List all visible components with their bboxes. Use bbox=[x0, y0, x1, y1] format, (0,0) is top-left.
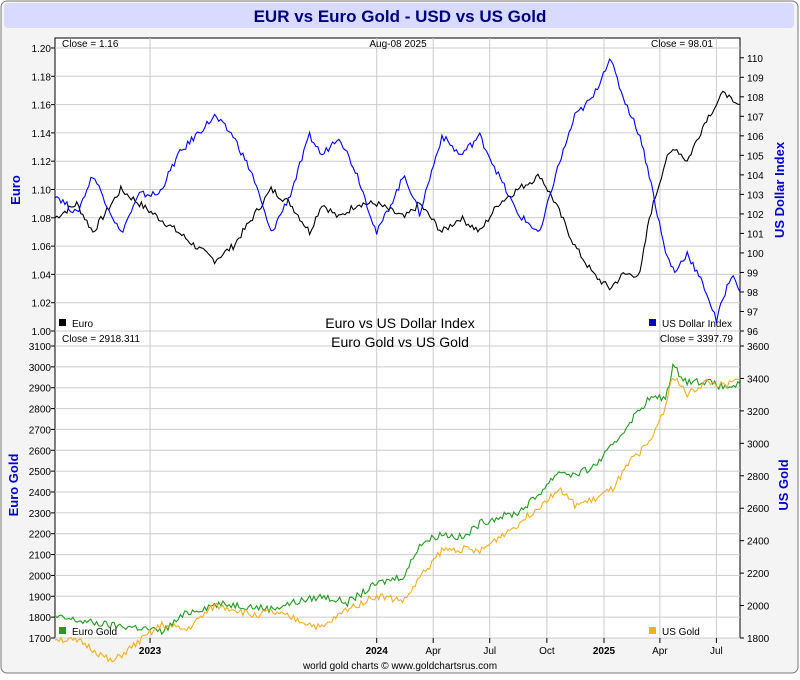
top-panel-title: Euro vs US Dollar Index bbox=[325, 315, 474, 331]
y-tick-label-right: 2600 bbox=[747, 504, 770, 515]
series-line-us-gold bbox=[54, 377, 741, 663]
legend-euro-gold-swatch bbox=[59, 627, 66, 634]
y-tick-label-left: 1800 bbox=[29, 613, 52, 624]
y-tick-label-left: 1.20 bbox=[32, 44, 52, 55]
y-tick-label-right: 109 bbox=[747, 73, 764, 84]
y-tick-label-left: 1.18 bbox=[32, 72, 52, 83]
y-tick-label-left: 1.06 bbox=[32, 242, 52, 253]
y-tick-label-right: 110 bbox=[747, 54, 763, 65]
left-axis-title-top: Euro bbox=[8, 175, 23, 205]
y-tick-label-right: 99 bbox=[747, 268, 759, 279]
x-tick-label: 2024 bbox=[366, 646, 389, 657]
y-tick-label-left: 2100 bbox=[29, 551, 52, 562]
chart-title: EUR vs Euro Gold - USD vs US Gold bbox=[254, 7, 547, 26]
x-tick-label: 2023 bbox=[139, 646, 162, 657]
y-tick-label-right: 103 bbox=[747, 190, 764, 201]
us-gold-close-label: Close = 3397.79 bbox=[660, 334, 734, 345]
y-tick-label-left: 2300 bbox=[29, 509, 52, 520]
title-bar bbox=[4, 3, 794, 28]
y-tick-label-left: 2500 bbox=[29, 467, 52, 478]
y-tick-label-right: 108 bbox=[747, 93, 764, 104]
x-tick-label: Apr bbox=[652, 646, 668, 657]
y-tick-label-right: 104 bbox=[747, 171, 764, 182]
legend-us-gold-label: US Gold bbox=[662, 627, 700, 638]
y-tick-label-right: 2000 bbox=[747, 602, 770, 613]
y-tick-label-right: 107 bbox=[747, 112, 764, 123]
euro-gold-close-label: Close = 2918.311 bbox=[62, 334, 140, 345]
y-tick-label-left: 3100 bbox=[29, 342, 52, 353]
x-tick-label: Oct bbox=[539, 646, 555, 657]
y-tick-label-right: 2400 bbox=[747, 537, 770, 548]
y-tick-label-left: 2000 bbox=[29, 571, 52, 582]
legend-euro-swatch bbox=[59, 319, 66, 326]
y-tick-label-right: 100 bbox=[747, 249, 764, 260]
y-tick-label-left: 1.16 bbox=[32, 101, 52, 112]
footer-credit: world gold charts © www.goldchartsrus.co… bbox=[302, 661, 497, 672]
euro-close-label: Close = 1.16 bbox=[62, 39, 119, 50]
legend-euro-label: Euro bbox=[72, 319, 94, 330]
y-tick-label-right: 96 bbox=[747, 327, 759, 338]
legend-usd-swatch bbox=[649, 319, 656, 326]
y-tick-label-left: 1.08 bbox=[32, 214, 52, 225]
usd-close-label: Close = 98.01 bbox=[651, 39, 713, 50]
x-tick-label: Jul bbox=[483, 646, 496, 657]
y-tick-label-left: 2900 bbox=[29, 384, 52, 395]
y-tick-label-right: 102 bbox=[747, 210, 764, 221]
y-tick-label-left: 1.14 bbox=[32, 129, 52, 140]
y-tick-label-left: 1.10 bbox=[32, 186, 52, 197]
y-tick-label-left: 2600 bbox=[29, 446, 52, 457]
y-tick-label-left: 1.02 bbox=[32, 299, 52, 310]
y-tick-label-right: 3200 bbox=[747, 407, 770, 418]
grid-lines bbox=[55, 38, 740, 639]
y-tick-label-right: 98 bbox=[747, 288, 759, 299]
right-axis-title-bottom: US Gold bbox=[776, 459, 791, 510]
series-line-us-dollar-index bbox=[54, 58, 741, 323]
axes: 2023 2024 Apr Jul Oct 2025 Apr Jul 1.00 1.02 1.04 1… bbox=[29, 44, 770, 657]
left-axis-title-bottom: Euro Gold bbox=[6, 454, 21, 517]
legend-usd-label: US Dollar Index bbox=[662, 319, 732, 330]
y-tick-label-left: 2400 bbox=[29, 488, 52, 499]
series-line-euro-gold bbox=[54, 362, 741, 636]
y-tick-label-left: 3000 bbox=[29, 363, 52, 374]
y-tick-label-left: 2800 bbox=[29, 405, 52, 416]
plot-area bbox=[54, 37, 741, 639]
date-label: Aug-08 2025 bbox=[369, 39, 427, 50]
y-tick-label-left: 2700 bbox=[29, 425, 52, 436]
y-tick-label-right: 3400 bbox=[747, 374, 770, 385]
y-tick-label-right: 101 bbox=[747, 229, 764, 240]
y-tick-label-right: 1800 bbox=[747, 634, 770, 645]
y-tick-label-left: 1.04 bbox=[32, 270, 52, 281]
y-tick-label-right: 3000 bbox=[747, 439, 770, 450]
y-tick-label-left: 1.12 bbox=[32, 157, 52, 168]
series-line-euro bbox=[54, 90, 741, 291]
legend-us-gold-swatch bbox=[649, 627, 656, 634]
y-tick-label-right: 2800 bbox=[747, 472, 770, 483]
legend-euro-gold-label: Euro Gold bbox=[72, 627, 117, 638]
y-tick-label-right: 3600 bbox=[747, 342, 770, 353]
series-lines bbox=[54, 58, 741, 663]
y-tick-label-left: 1900 bbox=[29, 592, 52, 603]
y-tick-label-left: 1.00 bbox=[32, 327, 52, 338]
y-tick-label-left: 2200 bbox=[29, 530, 52, 541]
y-tick-label-right: 106 bbox=[747, 132, 764, 143]
x-tick-label: Jul bbox=[710, 646, 723, 657]
y-tick-label-right: 105 bbox=[747, 151, 764, 162]
right-axis-title-top: US Dollar Index bbox=[772, 141, 787, 238]
x-tick-label: Apr bbox=[425, 646, 441, 657]
bottom-panel-title: Euro Gold vs US Gold bbox=[331, 334, 469, 350]
y-tick-label-left: 1700 bbox=[29, 634, 52, 645]
y-tick-label-right: 97 bbox=[747, 307, 759, 318]
x-tick-label: 2025 bbox=[593, 646, 616, 657]
y-tick-label-right: 2200 bbox=[747, 569, 770, 580]
